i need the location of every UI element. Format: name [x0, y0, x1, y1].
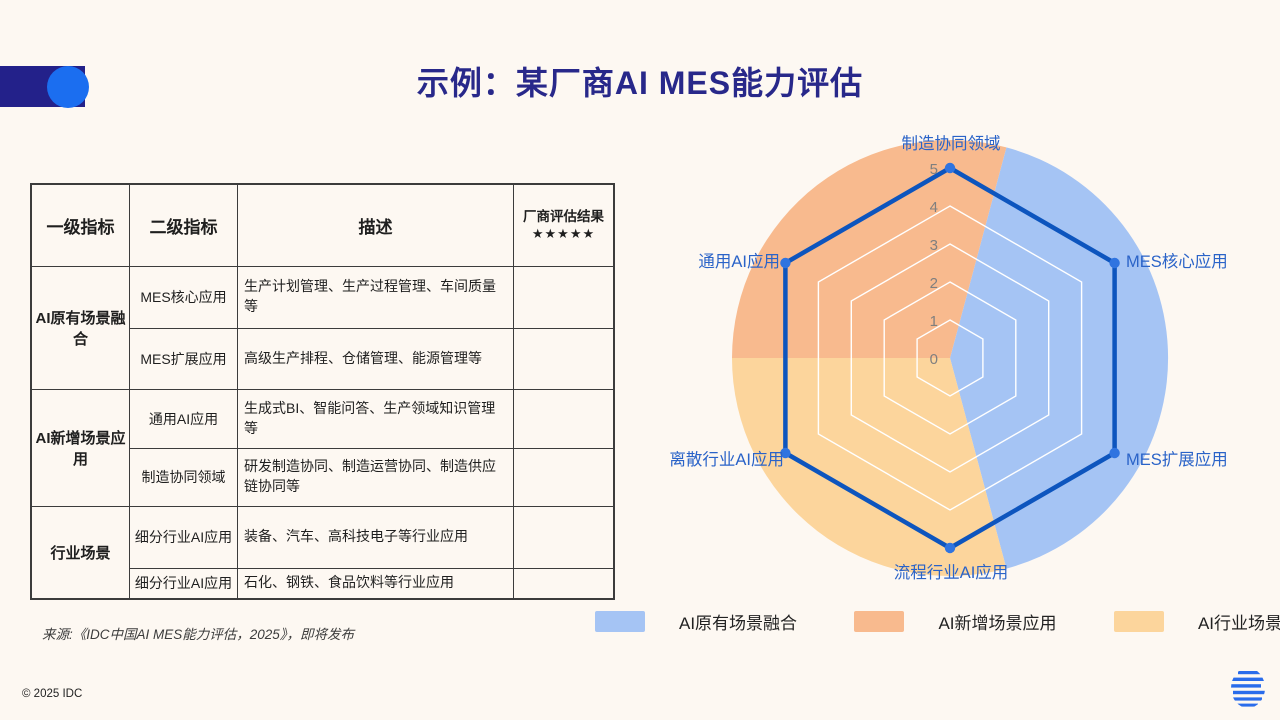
grid-hexagon-level-2: [883, 281, 1017, 435]
legend-item: AI新增场景应用: [854, 609, 1057, 634]
legend-swatch-yellow: [1113, 611, 1164, 632]
radar-data-point: [1109, 447, 1120, 459]
description-cell: 石化、钢铁、食品饮料等行业应用: [237, 567, 514, 600]
description-cell: 生产计划管理、生产过程管理、车间质量等: [237, 265, 514, 329]
legend-label: AI行业场景: [1197, 614, 1280, 633]
legend-swatch-orange: [854, 611, 905, 632]
radar-axis-label-top: 制造协同领域: [902, 134, 1001, 153]
radar-tick-label: 0: [930, 351, 938, 368]
radar-data-point: [1109, 257, 1120, 269]
col-header-result: 厂商评估结果 ★★★★★: [513, 183, 615, 267]
level2-cell: MES扩展应用: [129, 327, 238, 390]
level2-cell: 细分行业AI应用: [129, 505, 238, 569]
level2-cell: 制造协同领域: [129, 447, 238, 507]
radar-axis-label-top-right: MES核心应用: [1126, 252, 1228, 271]
level2-cell: 细分行业AI应用: [129, 567, 238, 600]
radar-axis-label-top-left: 通用AI应用: [698, 252, 780, 271]
col-header-result-text: 厂商评估结果: [523, 209, 604, 225]
description-cell: 高级生产排程、仓储管理、能源管理等: [237, 327, 514, 390]
radar-axis-label-bottom-right: MES扩展应用: [1126, 450, 1228, 469]
grid-hexagon-level-1: [916, 319, 984, 397]
copyright-text: © 2025 IDC: [22, 688, 83, 700]
result-cell: [513, 388, 615, 449]
sector-ai-original-scenarios: [950, 147, 1169, 569]
radar-chart: 5 4 3 2 1 0 制造协同领域 MES核心应用 MES扩展应用 流程行业A…: [669, 134, 1228, 582]
result-cell: [513, 447, 615, 507]
description-cell: 研发制造协同、制造运营协同、制造供应链协同等: [237, 447, 514, 507]
level2-cell: MES核心应用: [129, 265, 238, 329]
col-header-level1: 一级指标: [30, 183, 130, 267]
sector-ai-new-scenarios: [732, 139, 1007, 358]
radar-tick-label: 4: [930, 199, 938, 216]
legend-item: AI行业场景: [1113, 609, 1280, 634]
legend-swatch-blue: [595, 611, 645, 632]
col-header-level2: 二级指标: [129, 183, 238, 267]
level1-cell: 行业场景: [30, 505, 130, 600]
sector-ai-industry-scenarios: [731, 358, 1007, 577]
radar-tick-label: 2: [930, 275, 938, 292]
legend-label: AI新增场景应用: [938, 614, 1057, 633]
decoration-circle: [47, 66, 89, 108]
radar-data-point: [780, 257, 791, 269]
result-cell: [513, 567, 615, 600]
idc-globe-logo: [1231, 671, 1265, 707]
col-header-description: 描述: [237, 183, 514, 267]
radar-data-point: [944, 162, 956, 174]
description-cell: 生成式BI、智能问答、生产领域知识管理等: [237, 388, 514, 449]
result-cell: [513, 505, 615, 569]
radar-tick-label: 1: [930, 313, 938, 330]
legend-label: AI原有场景融合: [679, 614, 798, 633]
legend-item: AI原有场景融合: [595, 609, 797, 634]
radar-tick-label: 3: [930, 237, 938, 254]
radar-axis-label-bottom-left: 离散行业AI应用: [669, 450, 784, 469]
grid-hexagon-level-4: [817, 205, 1083, 511]
radar-data-point: [944, 542, 956, 554]
result-cell: [513, 327, 615, 390]
level1-cell: AI原有场景融合: [30, 265, 130, 390]
chart-legend: AI原有场景融合 AI新增场景应用 AI行业场景: [595, 609, 1280, 634]
radar-data-point: [780, 447, 791, 459]
description-cell: 装备、汽车、高科技电子等行业应用: [237, 505, 514, 569]
source-note: 来源:《IDC中国AI MES能力评估，2025》，即将发布: [42, 627, 355, 642]
level2-cell: 通用AI应用: [129, 388, 238, 449]
evaluation-table: 一级指标 二级指标 描述 厂商评估结果 ★★★★★ AI原有场景融合 MES核心…: [30, 183, 615, 600]
radar-axis-label-bottom: 流程行业AI应用: [894, 563, 1009, 582]
result-cell: [513, 265, 615, 329]
level1-cell: AI新增场景应用: [30, 388, 130, 507]
radar-tick-label: 5: [930, 161, 938, 178]
page-title: 示例：某厂商AI MES能力评估: [416, 65, 864, 101]
star-rating-icon: ★★★★★: [531, 225, 596, 241]
grid-hexagon-level-3: [850, 243, 1050, 473]
